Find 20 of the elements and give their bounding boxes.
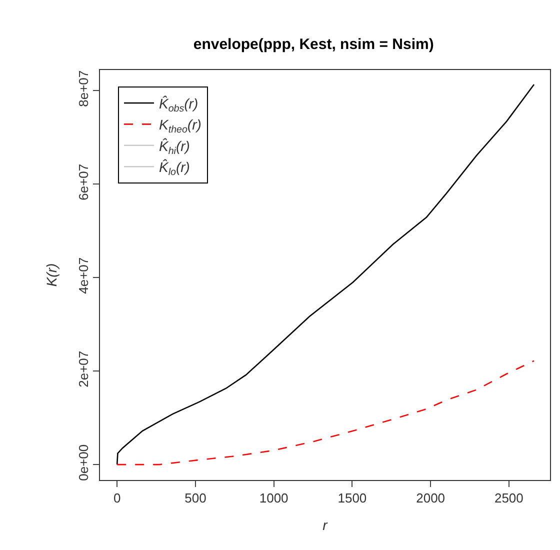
- y-tick-label: 4e+07: [76, 257, 91, 294]
- x-tick-label: 500: [184, 490, 206, 506]
- line-series: [116, 84, 535, 466]
- y-tick-label: 2e+07: [76, 350, 91, 388]
- legend-label: K̂$_{lo}$(r): [159, 158, 190, 178]
- y-tick-label: 6e+07: [76, 164, 91, 200]
- legend-label: K̂$_{obs}$(r): [159, 95, 198, 114]
- x-tick-label: 0: [113, 490, 121, 506]
- y-tick-label: 0e+00: [76, 444, 91, 481]
- y-tick-label: 8e+07: [76, 70, 91, 107]
- chart-title: envelope(ppp, Kest, nsim = Nsim): [193, 36, 434, 53]
- line-series: [116, 360, 535, 466]
- x-tick-label: 2500: [494, 490, 524, 506]
- x-tick-label: 2000: [416, 490, 446, 506]
- x-tick-label: 1500: [338, 490, 367, 506]
- y-axis-title: K(r): [43, 263, 60, 287]
- legend-label: K$_{theo}$(r): [159, 116, 202, 136]
- x-tick-label: 1000: [259, 490, 288, 506]
- x-axis-title: r: [322, 516, 329, 533]
- legend-label: K̂$_{hi}$(r): [159, 138, 190, 157]
